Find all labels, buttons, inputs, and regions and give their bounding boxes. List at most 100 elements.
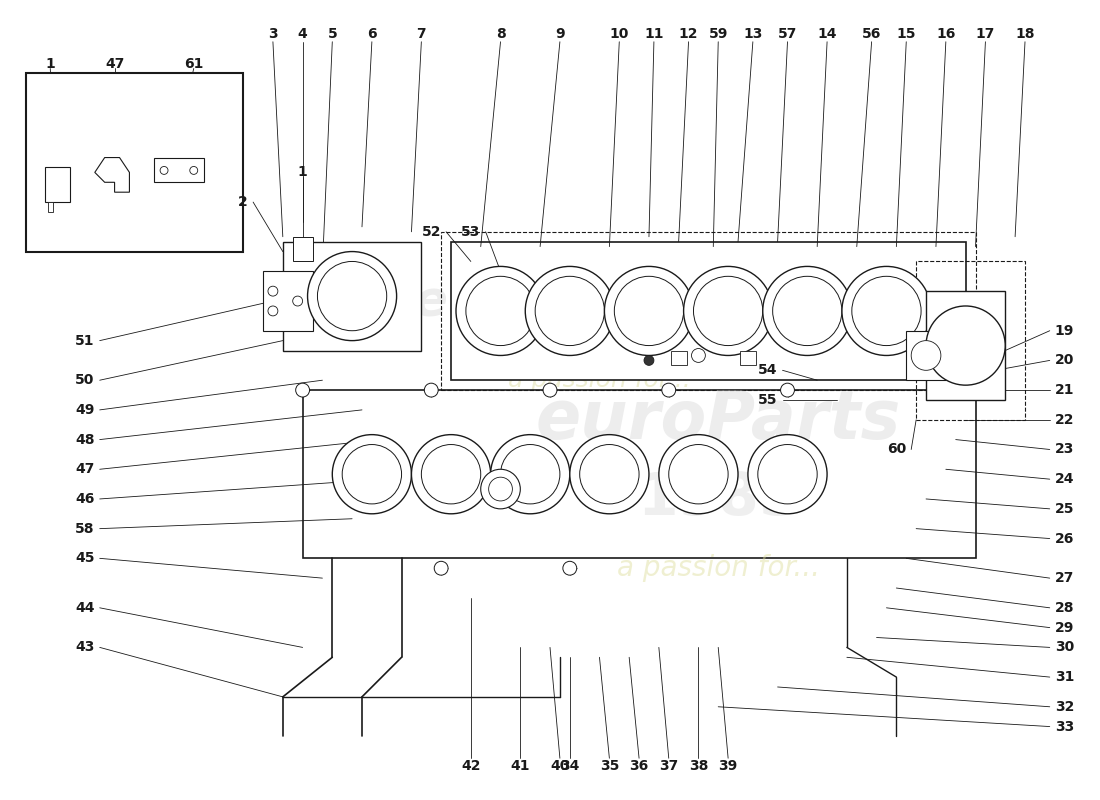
Circle shape (692, 349, 705, 362)
Text: 59: 59 (708, 27, 728, 41)
Circle shape (563, 562, 576, 575)
Polygon shape (95, 158, 130, 192)
Text: 34: 34 (560, 759, 580, 773)
Text: 16: 16 (936, 27, 956, 41)
Circle shape (580, 445, 639, 504)
Circle shape (425, 383, 438, 397)
Text: 9: 9 (556, 27, 564, 41)
Circle shape (604, 266, 693, 355)
Circle shape (421, 445, 481, 504)
Text: 24: 24 (1055, 472, 1075, 486)
Circle shape (500, 445, 560, 504)
Text: 15: 15 (896, 27, 916, 41)
Bar (441, 232, 976, 390)
Bar (740, 350, 756, 366)
Text: 41: 41 (510, 759, 530, 773)
Text: 25: 25 (1055, 502, 1075, 516)
Circle shape (644, 355, 653, 366)
Text: 17: 17 (976, 27, 996, 41)
Text: 60: 60 (887, 442, 906, 457)
Text: euroParts: euroParts (414, 277, 686, 325)
Bar (45, 167, 70, 202)
Bar (154, 158, 204, 182)
Text: 1: 1 (45, 57, 55, 70)
Circle shape (434, 562, 448, 575)
Text: 27: 27 (1055, 571, 1075, 585)
Circle shape (190, 166, 198, 174)
Text: 14: 14 (817, 27, 837, 41)
Circle shape (614, 276, 683, 346)
Bar (25, 74, 243, 251)
Text: 42: 42 (461, 759, 481, 773)
Bar (302, 390, 976, 558)
Text: 29: 29 (1055, 621, 1075, 634)
Bar (926, 291, 1005, 400)
Bar (916, 262, 1025, 420)
Text: 57: 57 (778, 27, 798, 41)
Circle shape (268, 286, 278, 296)
Text: 37: 37 (659, 759, 679, 773)
Bar (451, 242, 966, 380)
Text: 38: 38 (689, 759, 708, 773)
Circle shape (318, 262, 387, 330)
Text: a passion for...: a passion for... (508, 368, 691, 392)
Text: 32: 32 (1055, 700, 1075, 714)
Text: 8: 8 (496, 27, 505, 41)
Text: 44: 44 (75, 601, 95, 615)
Bar (671, 350, 686, 366)
Text: 11: 11 (645, 27, 663, 41)
Text: 50: 50 (75, 374, 95, 387)
Circle shape (293, 296, 303, 306)
Circle shape (659, 434, 738, 514)
Text: 26: 26 (1055, 531, 1075, 546)
Text: 53: 53 (461, 225, 481, 238)
Circle shape (481, 470, 520, 509)
Text: 49: 49 (75, 403, 95, 417)
Text: 1985: 1985 (637, 470, 800, 527)
Circle shape (683, 266, 772, 355)
Bar (283, 242, 421, 350)
Text: 12: 12 (679, 27, 699, 41)
Circle shape (526, 266, 614, 355)
Text: 47: 47 (75, 462, 95, 476)
Text: 61: 61 (184, 57, 204, 70)
Text: 55: 55 (758, 393, 778, 407)
Circle shape (748, 434, 827, 514)
Text: 6: 6 (367, 27, 376, 41)
Text: 1: 1 (298, 166, 308, 179)
Circle shape (536, 276, 604, 346)
Text: 18: 18 (1015, 27, 1035, 41)
Text: 22: 22 (1055, 413, 1075, 426)
Text: 48: 48 (75, 433, 95, 446)
Circle shape (772, 276, 842, 346)
Text: 40: 40 (550, 759, 570, 773)
Text: 43: 43 (75, 640, 95, 654)
Circle shape (758, 445, 817, 504)
Text: 54: 54 (758, 363, 778, 378)
Circle shape (308, 251, 397, 341)
Text: a passion for...: a passion for... (617, 554, 820, 582)
Circle shape (693, 276, 762, 346)
Text: 7: 7 (417, 27, 426, 41)
Text: 19: 19 (1055, 324, 1075, 338)
Text: 28: 28 (1055, 601, 1075, 615)
Text: 20: 20 (1055, 354, 1075, 367)
Circle shape (662, 383, 675, 397)
Text: 3: 3 (268, 27, 277, 41)
Circle shape (842, 266, 931, 355)
Text: 58: 58 (75, 522, 95, 536)
Circle shape (456, 266, 546, 355)
Text: euroParts: euroParts (536, 386, 901, 453)
Text: 23: 23 (1055, 442, 1075, 457)
Text: 39: 39 (718, 759, 738, 773)
Text: 45: 45 (75, 551, 95, 566)
Bar (906, 330, 946, 380)
Text: 52: 52 (421, 225, 441, 238)
Text: 21: 21 (1055, 383, 1075, 397)
Circle shape (161, 166, 168, 174)
Bar (48, 202, 53, 212)
Bar (293, 237, 312, 262)
Circle shape (851, 276, 921, 346)
Circle shape (466, 276, 536, 346)
Circle shape (543, 383, 557, 397)
